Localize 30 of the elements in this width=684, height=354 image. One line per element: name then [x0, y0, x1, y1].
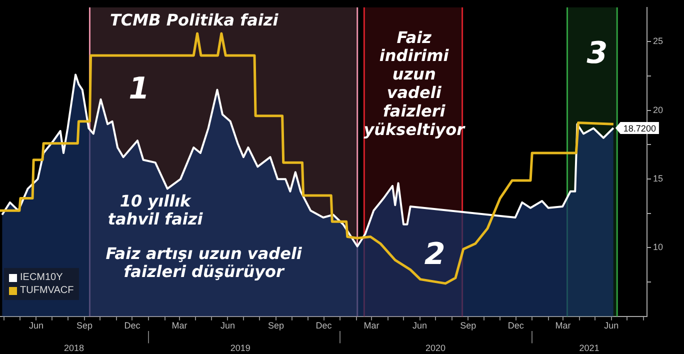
- legend-label: TUFMVACF: [20, 284, 74, 298]
- x-tick-label: Sep: [268, 320, 284, 330]
- x-tick-label: Dec: [316, 320, 332, 330]
- x2-tick-label: 2019: [230, 343, 250, 354]
- x2-tick-label: 2021: [579, 343, 600, 354]
- annotation: TCMB Politika faizi: [110, 10, 279, 30]
- x-tick-label: Mar: [364, 320, 380, 330]
- x-tick-label: Dec: [508, 320, 524, 330]
- x-tick-label: Jun: [604, 320, 619, 330]
- x-tick-label: Jun: [412, 320, 428, 330]
- annotation: 1: [128, 72, 150, 107]
- y-tick-label: 10: [653, 242, 664, 252]
- x2-tick-label: 2018: [64, 343, 84, 354]
- annotation: 3: [586, 36, 608, 72]
- y-tick-label: 15: [653, 174, 664, 184]
- x-tick-label: Mar: [172, 320, 188, 330]
- x-tick-label: Jun: [28, 320, 44, 330]
- annotation: Faiz artışı uzun vadeli faizleri düşürüyor: [106, 244, 302, 282]
- x-tick-label: Mar: [555, 320, 571, 330]
- legend-label: IECM10Y: [20, 271, 63, 284]
- x2-tick-label: 2020: [426, 343, 446, 354]
- x-tick-label: Dec: [124, 320, 141, 330]
- y-tick-label: 20: [653, 104, 664, 115]
- x-tick-label: Jun: [220, 320, 235, 330]
- data-label: 18.7200: [623, 123, 656, 134]
- x-tick-label: Sep: [76, 320, 92, 330]
- y-tick-label: 25: [653, 36, 664, 46]
- annotation: 2: [424, 236, 446, 272]
- annotation: 10 yıllık tahvil faizi: [108, 191, 204, 229]
- x-tick-label: Sep: [460, 320, 476, 330]
